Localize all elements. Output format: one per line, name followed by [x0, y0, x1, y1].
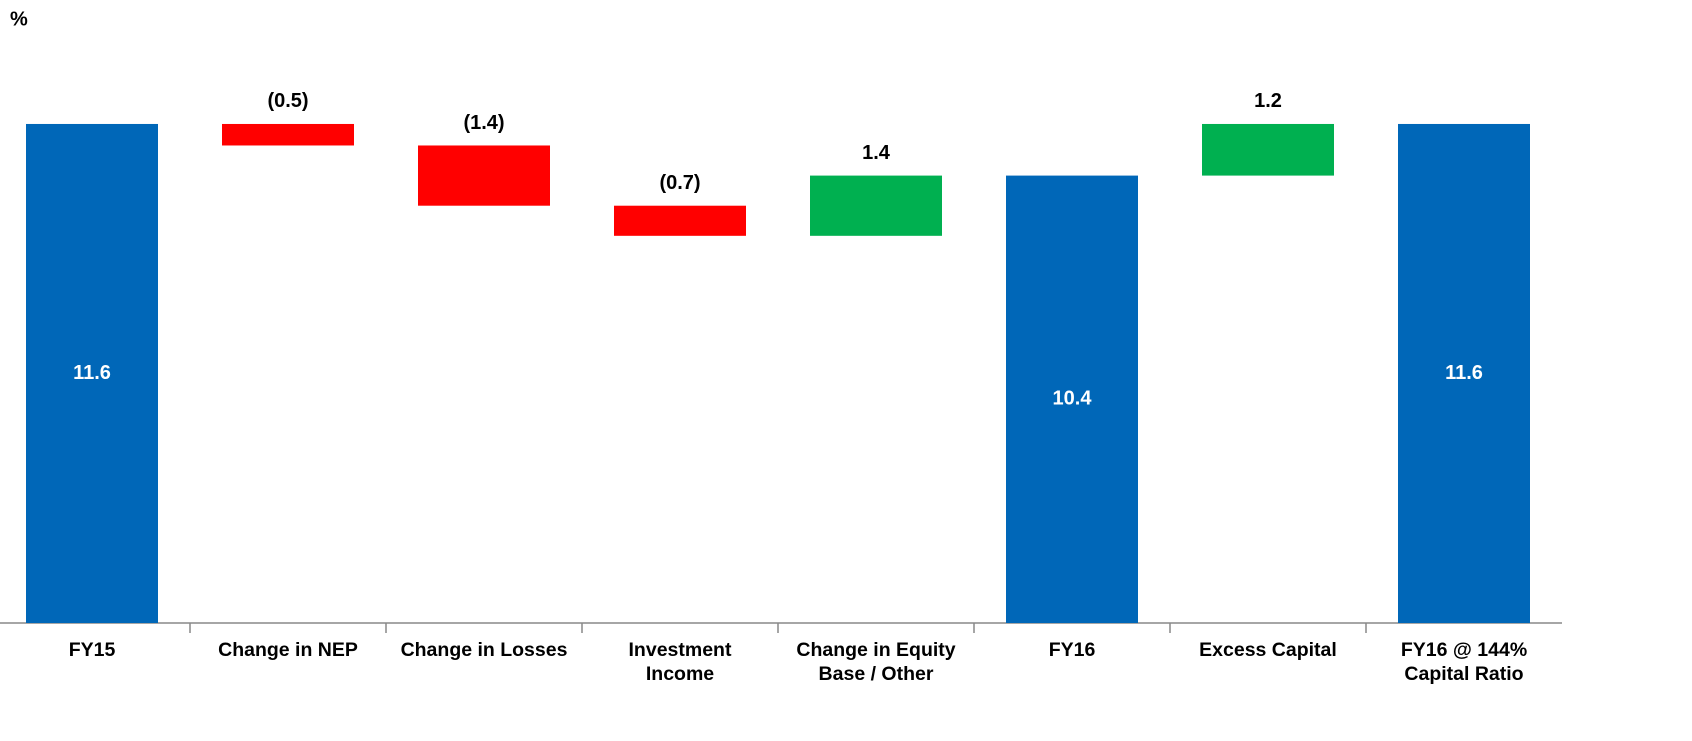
- total-bar: [1398, 123, 1530, 623]
- delta-bar: [418, 145, 550, 206]
- data-label: 11.6: [73, 362, 111, 384]
- x-tick-label: Change in NEP: [218, 639, 358, 661]
- delta-bar: [1202, 123, 1334, 176]
- data-label: (1.4): [463, 112, 504, 134]
- total-bar: [1006, 175, 1138, 624]
- data-label: 10.4: [1053, 388, 1093, 410]
- data-label: (0.7): [659, 172, 700, 194]
- delta-bar: [614, 205, 746, 236]
- data-label: 1.4: [862, 142, 891, 164]
- x-tick-label: FY15: [68, 639, 116, 661]
- data-label: (0.5): [267, 90, 308, 112]
- total-bar: [26, 123, 158, 623]
- y-label: %: [10, 8, 28, 30]
- delta-bar: [222, 123, 354, 146]
- x-tick-label: Change in Losses: [400, 639, 568, 661]
- delta-bar: [810, 175, 942, 236]
- x-tick-label: Investment Income: [628, 639, 732, 685]
- x-tick-label: Excess Capital: [1199, 639, 1337, 661]
- x-tick-label: FY16: [1048, 639, 1096, 661]
- x-tick-label: FY16 @ 144% Capital Ratio: [1400, 639, 1528, 685]
- data-label: 1.2: [1254, 90, 1282, 112]
- data-label: 11.6: [1445, 362, 1483, 384]
- x-tick-label: Change in Equity Base / Other: [796, 639, 956, 685]
